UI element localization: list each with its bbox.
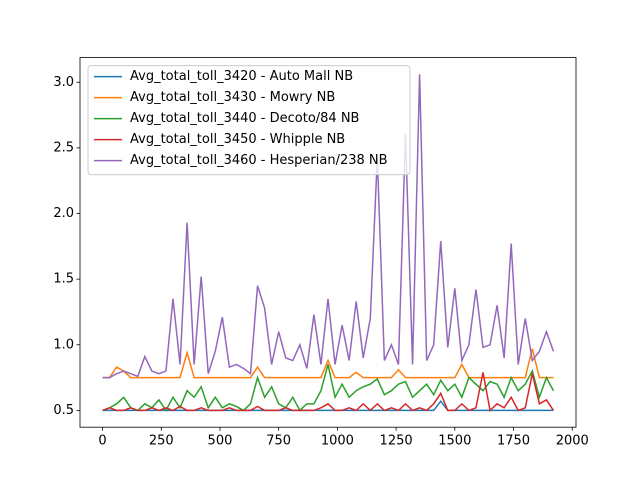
x-tick-label: 2000 [556, 434, 589, 449]
x-tick-label: 1750 [497, 434, 530, 449]
y-tick-label: 3.0 [53, 75, 74, 90]
x-tick-label: 1500 [438, 434, 471, 449]
y-tick-label: 0.5 [53, 403, 74, 418]
x-tick-label: 500 [208, 434, 233, 449]
x-tick-label: 750 [266, 434, 291, 449]
legend-label: Avg_total_toll_3440 - Decoto/84 NB [130, 111, 359, 126]
data-line [102, 348, 554, 379]
data-line [102, 364, 555, 412]
data-line [102, 399, 554, 412]
y-tick-label: 2.0 [53, 206, 74, 221]
x-tick-label: 1250 [380, 434, 413, 449]
x-tick-label: 1000 [321, 434, 354, 449]
legend-box [87, 65, 411, 176]
y-tick-label: 2.5 [53, 140, 74, 155]
plot-frame [79, 57, 577, 428]
y-tick-label: 1.5 [53, 272, 74, 287]
data-line [102, 372, 555, 412]
x-tick-label: 0 [98, 434, 106, 449]
legend-label: Avg_total_toll_3450 - Whipple NB [130, 132, 345, 147]
legend-label: Avg_total_toll_3430 - Mowry NB [130, 90, 335, 105]
y-tick-label: 1.0 [53, 337, 74, 352]
data-line [102, 74, 555, 379]
legend-label: Avg_total_toll_3460 - Hesperian/238 NB [130, 153, 388, 168]
legend-label: Avg_total_toll_3420 - Auto Mall NB [130, 69, 353, 84]
x-tick-label: 250 [149, 434, 174, 449]
